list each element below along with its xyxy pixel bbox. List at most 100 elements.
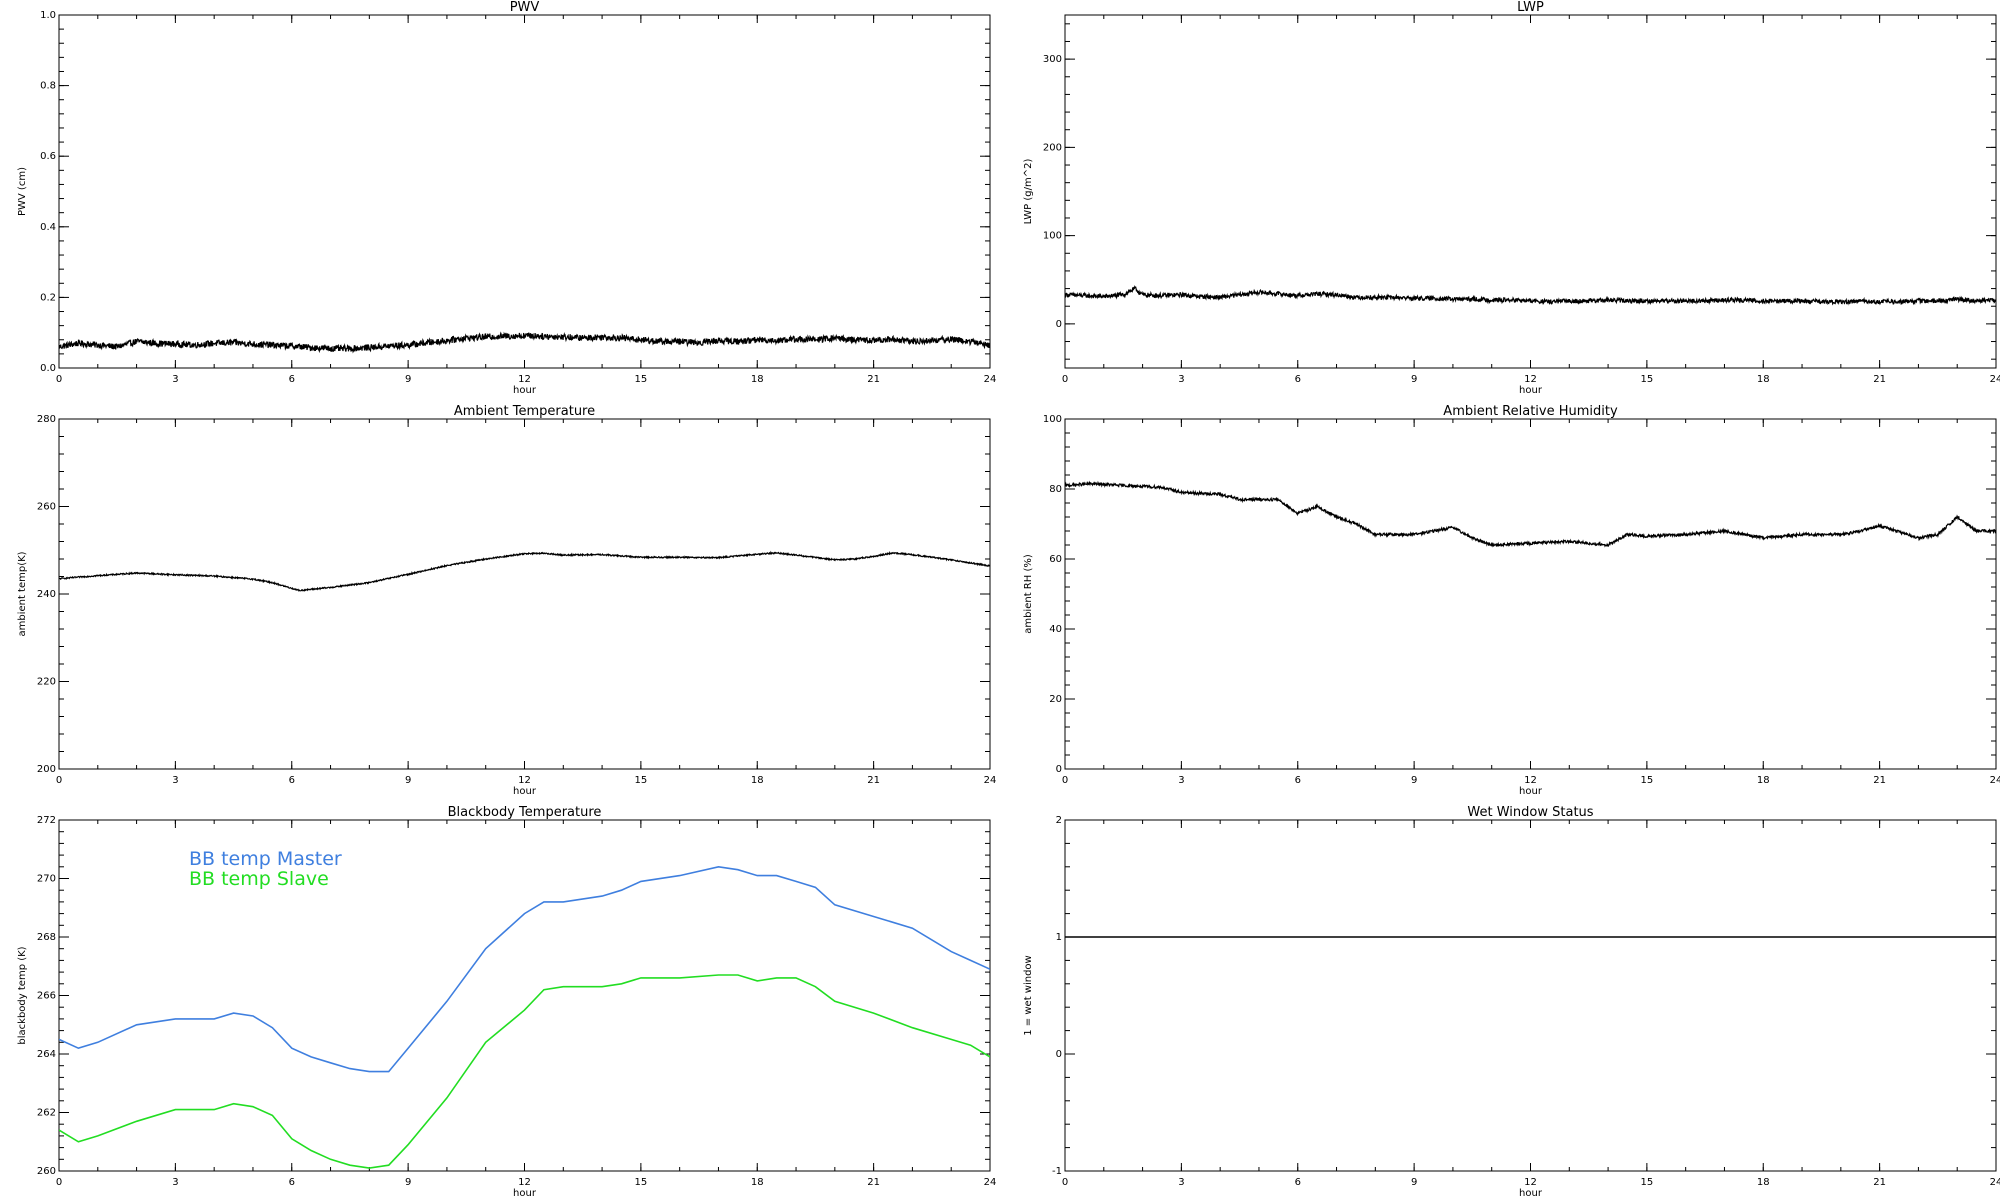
y-tick-label: 260 [37,1166,56,1177]
chart-ambient-rh: Ambient Relative Humidity 0 3 6 9 12 15 18 21 24 0… [1023,404,2000,797]
x-tick-label: 0 [1062,775,1068,786]
y-tick-label: 300 [1043,54,1062,65]
x-tick-label: 21 [867,1177,880,1188]
x-tick-label: 18 [751,374,764,385]
x-tick-label: 24 [984,374,997,385]
y-tick-label: 0 [1056,1049,1062,1060]
series-line-lwp-0 [1065,285,1996,306]
x-tick-label: 6 [1295,1177,1301,1188]
x-tick-label: 21 [1873,374,1886,385]
x-tick-label: 6 [289,775,295,786]
x-tick-label: 15 [635,1177,648,1188]
plot-frame [58,418,991,770]
x-tick-label: 24 [984,1177,997,1188]
x-tick-label: 18 [751,1177,764,1188]
legend-entry-0: BB temp Master [189,848,342,870]
x-axis-label: hour [513,1188,537,1199]
x-tick-label: 6 [1295,775,1301,786]
x-tick-label: 24 [1990,374,2000,385]
y-tick-label: 0.6 [40,151,56,162]
x-tick-label: 3 [172,775,178,786]
x-tick-label: 6 [1295,374,1301,385]
x-tick-label: 0 [1062,374,1068,385]
x-tick-label: 24 [1990,1177,2000,1188]
y-tick-label: -1 [1052,1166,1062,1177]
y-tick-label: 280 [37,414,56,425]
x-tick-label: 15 [635,775,648,786]
y-tick-label: 266 [37,991,56,1002]
x-tick-label: 6 [289,1177,295,1188]
series-line-blackbody-temp-1 [59,974,990,1169]
y-axis-label: ambient temp(K) [17,551,28,636]
x-axis-label: hour [1519,1188,1543,1199]
y-tick-label: 272 [37,815,56,826]
x-tick-label: 24 [984,775,997,786]
plot-frame [1064,14,1997,369]
x-tick-label: 12 [1524,775,1537,786]
chart-pwv: PWV 0 3 6 9 12 15 18 21 24 0.0 0.2 0.4 0.6 0.8 1.0 hour P… [17,0,996,396]
x-tick-label: 9 [405,775,411,786]
x-tick-label: 0 [56,1177,62,1188]
x-tick-label: 9 [1411,374,1417,385]
x-tick-label: 3 [1178,1177,1184,1188]
x-axis-label: hour [513,786,537,797]
x-axis-label: hour [1519,786,1543,797]
y-tick-label: 0.8 [40,81,56,92]
series-line-pwv-0 [59,331,990,354]
y-tick-label: 1.0 [40,10,56,21]
y-tick-label: 268 [37,932,56,943]
series-line-ambient-temp-0 [59,550,990,592]
x-tick-label: 0 [56,374,62,385]
x-tick-label: 18 [751,775,764,786]
y-tick-label: 80 [1049,484,1062,495]
x-tick-label: 15 [1641,775,1654,786]
y-tick-label: 40 [1049,624,1062,635]
y-tick-label: 0.4 [40,222,56,233]
chart-blackbody-temp: Blackbody Temperature 0 3 6 9 12 15 18 21 24 260 26… [17,805,996,1199]
x-tick-label: 21 [1873,1177,1886,1188]
x-tick-label: 12 [518,374,531,385]
legend-entry-1: BB temp Slave [189,868,329,890]
plot-frame [1064,418,1997,770]
y-axis-label: PWV (cm) [17,167,28,216]
plot-frame [1064,819,1997,1172]
x-tick-label: 12 [1524,1177,1537,1188]
x-tick-label: 0 [1062,1177,1068,1188]
y-tick-label: 220 [37,677,56,688]
x-tick-label: 21 [867,374,880,385]
y-tick-label: 260 [37,502,56,513]
y-axis-label: 1 = wet window [1023,955,1034,1035]
x-tick-label: 12 [518,775,531,786]
x-tick-label: 15 [635,374,648,385]
plot-frame [58,14,991,369]
chart-ambient-temp: Ambient Temperature 0 3 6 9 12 15 18 21 24 200 220 2… [17,404,996,797]
y-tick-label: 100 [1043,231,1062,242]
y-tick-label: 20 [1049,694,1062,705]
x-tick-label: 12 [1524,374,1537,385]
y-tick-label: 0.0 [40,363,56,374]
y-tick-label: 0.2 [40,292,56,303]
x-tick-label: 15 [1641,374,1654,385]
x-tick-label: 18 [1757,1177,1770,1188]
y-tick-label: 0 [1056,319,1062,330]
x-tick-label: 9 [1411,1177,1417,1188]
x-tick-label: 6 [289,374,295,385]
x-tick-label: 3 [172,1177,178,1188]
x-tick-label: 0 [56,775,62,786]
chart-title: Ambient Relative Humidity [1443,404,1618,419]
x-tick-label: 21 [1873,775,1886,786]
y-tick-label: 264 [37,1049,56,1060]
chart-title: LWP [1517,0,1544,15]
x-tick-label: 3 [172,374,178,385]
x-tick-label: 12 [518,1177,531,1188]
chart-title: PWV [510,0,540,15]
y-tick-label: 60 [1049,554,1062,565]
x-tick-label: 18 [1757,775,1770,786]
x-tick-label: 15 [1641,1177,1654,1188]
y-tick-label: 270 [37,874,56,885]
x-tick-label: 24 [1990,775,2000,786]
x-axis-label: hour [513,385,537,396]
chart-lwp: LWP 0 3 6 9 12 15 18 21 24 0 100 200 300 hour LWP (g/m^… [1023,0,2000,396]
y-axis-label: blackbody temp (K) [17,946,28,1044]
